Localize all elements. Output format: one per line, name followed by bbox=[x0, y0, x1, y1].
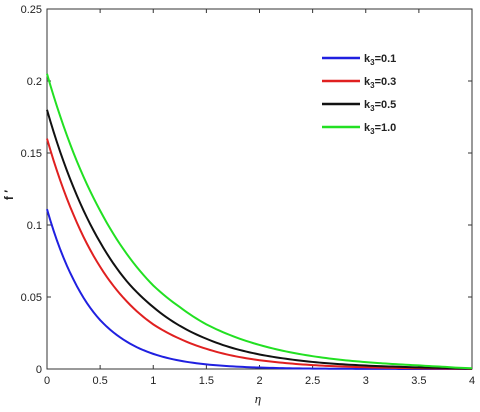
legend-label: k3=0.5 bbox=[364, 99, 396, 113]
x-tick-label: 0 bbox=[44, 375, 50, 387]
y-axis-label: f ′ bbox=[2, 190, 16, 200]
legend-label: k3=0.3 bbox=[364, 76, 396, 90]
y-tick-label: 0.25 bbox=[21, 4, 42, 16]
legend: k3=0.1 k3=0.3 k3=0.5 k3=1.0 bbox=[322, 53, 396, 136]
x-tick-label: 1 bbox=[150, 375, 156, 387]
series-line-2 bbox=[46, 138, 473, 370]
y-tick-label: 0.15 bbox=[21, 148, 42, 160]
x-tick-label: 1.5 bbox=[199, 375, 214, 387]
y-tick-label: 0 bbox=[36, 364, 42, 376]
x-tick-label: 3 bbox=[363, 375, 369, 387]
legend-label: k3=0.1 bbox=[364, 53, 396, 67]
plot-border bbox=[46, 8, 473, 370]
x-axis: 0 0.5 1 1.5 2 2.5 3 3.5 4 bbox=[44, 9, 475, 387]
series-line-4 bbox=[46, 73, 473, 370]
y-tick-label: 0.2 bbox=[27, 76, 42, 88]
series-lines bbox=[46, 73, 473, 370]
x-axis-label: η bbox=[255, 391, 261, 406]
x-tick-label: 3.5 bbox=[411, 375, 426, 387]
y-tick-label: 0.05 bbox=[21, 292, 42, 304]
x-tick-label: 2 bbox=[256, 375, 262, 387]
y-tick-label: 0.1 bbox=[27, 220, 42, 232]
legend-label: k3=1.0 bbox=[364, 122, 396, 136]
plot-frame bbox=[46, 8, 473, 370]
series-line-3 bbox=[46, 109, 473, 370]
y-axis: 0 0.05 0.1 0.15 0.2 0.25 bbox=[21, 4, 472, 376]
x-tick-label: 0.5 bbox=[92, 375, 107, 387]
x-tick-label: 2.5 bbox=[305, 375, 320, 387]
x-tick-label: 4 bbox=[469, 375, 475, 387]
